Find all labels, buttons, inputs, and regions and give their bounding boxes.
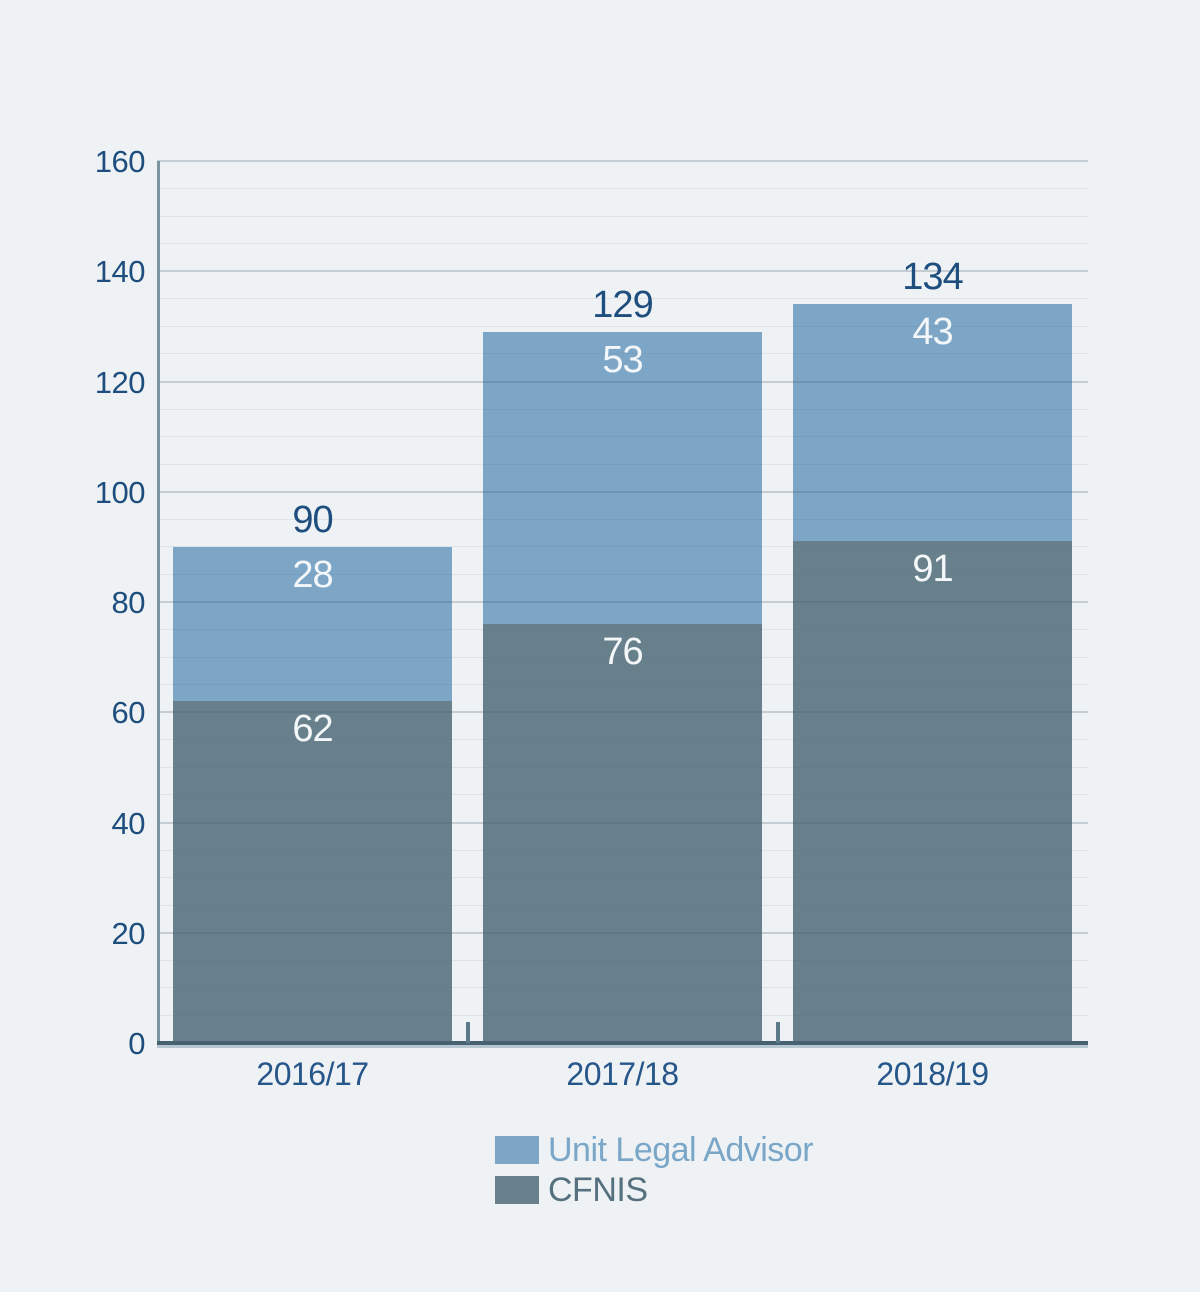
- bars-layer: [157, 161, 1088, 1043]
- minor-gridline: [157, 546, 1088, 548]
- y-tick-label: 140: [94, 254, 146, 290]
- bar-labels-layer: 62 28 90 76 53 129 91 43 134: [157, 161, 1088, 1043]
- minor-gridline: [157, 684, 1088, 686]
- total-value-label: 90: [292, 498, 333, 541]
- y-tick-label: 120: [94, 364, 146, 400]
- x-axis-category-tick: [775, 1022, 780, 1043]
- bar-segment-cfnis: [483, 624, 762, 1043]
- minor-gridline: [157, 959, 1088, 961]
- legend-swatch-unit-legal-advisor: [495, 1136, 539, 1164]
- minor-gridline: [157, 656, 1088, 658]
- minor-gridline: [157, 766, 1088, 768]
- minor-gridline: [157, 1014, 1088, 1016]
- minor-gridline: [157, 353, 1088, 355]
- minor-gridline: [157, 877, 1088, 879]
- minor-gridline: [157, 215, 1088, 217]
- minor-gridline: [157, 188, 1088, 190]
- major-gridline: [157, 931, 1088, 934]
- segment-value-label: 53: [602, 338, 643, 381]
- minor-gridline: [157, 325, 1088, 327]
- y-tick-label: 0: [128, 1026, 145, 1061]
- bar-segment-unit-legal-advisor: [793, 304, 1072, 542]
- y-tick-label: 60: [111, 695, 146, 731]
- minor-gridline: [157, 298, 1088, 300]
- major-gridline: [157, 490, 1088, 493]
- segment-value-label: 28: [292, 553, 333, 596]
- y-axis-line: [157, 161, 160, 1045]
- bar-segment-unit-legal-advisor: [483, 331, 762, 625]
- bar-segment-cfnis: [173, 701, 452, 1043]
- minor-gridline: [157, 573, 1088, 575]
- y-tick-label: 100: [94, 474, 146, 510]
- y-tick-label: 160: [94, 144, 146, 179]
- segment-value-label: 76: [602, 631, 643, 674]
- major-gridline: [157, 270, 1088, 273]
- x-category-label: 2017/18: [566, 1056, 679, 1092]
- x-category-label: 2016/17: [256, 1056, 369, 1092]
- minor-gridline: [157, 243, 1088, 245]
- bar-segment-cfnis: [793, 541, 1072, 1043]
- major-gridline: [157, 160, 1088, 162]
- segment-value-label: 62: [292, 708, 333, 751]
- legend: Unit Legal Advisor CFNIS: [495, 1131, 814, 1209]
- minor-gridline: [157, 408, 1088, 410]
- gridlines-layer: [157, 160, 1088, 1043]
- minor-gridline: [157, 794, 1088, 796]
- legend-item-unit-legal-advisor: Unit Legal Advisor: [495, 1131, 814, 1169]
- major-gridline: [157, 601, 1088, 603]
- segment-value-label: 91: [912, 548, 953, 591]
- minor-gridline: [157, 518, 1088, 520]
- minor-gridline: [157, 463, 1088, 465]
- minor-gridline: [157, 987, 1088, 989]
- x-category-label: 2018/19: [876, 1056, 989, 1092]
- minor-gridline: [157, 629, 1088, 631]
- legend-label-cfnis: CFNIS: [548, 1171, 648, 1209]
- y-tick-label: 20: [111, 915, 146, 951]
- major-gridline: [157, 380, 1088, 383]
- x-axis-category-tick: [465, 1022, 470, 1043]
- legend-item-cfnis: CFNIS: [495, 1171, 813, 1209]
- segment-value-label: 43: [912, 311, 953, 354]
- x-axis-line: [157, 1041, 1088, 1045]
- minor-gridline: [157, 739, 1088, 741]
- y-tick-label: 40: [111, 805, 146, 841]
- minor-gridline: [157, 436, 1088, 438]
- major-gridline: [157, 711, 1088, 714]
- minor-gridline: [157, 849, 1088, 851]
- total-value-label: 129: [592, 283, 653, 326]
- minor-gridline: [157, 904, 1088, 906]
- axis-layer: [157, 161, 1088, 1048]
- x-axis-shadow-line: [157, 1045, 1088, 1048]
- total-value-label: 134: [902, 256, 963, 299]
- legend-swatch-cfnis: [495, 1176, 539, 1204]
- major-gridline: [157, 821, 1088, 824]
- y-tick-label: 80: [111, 585, 146, 620]
- bar-segment-unit-legal-advisor: [173, 546, 452, 702]
- legend-label-unit-legal-advisor: Unit Legal Advisor: [548, 1131, 814, 1169]
- plot-area: 62 28 90 76 53 129 91 43 134: [157, 160, 1088, 1048]
